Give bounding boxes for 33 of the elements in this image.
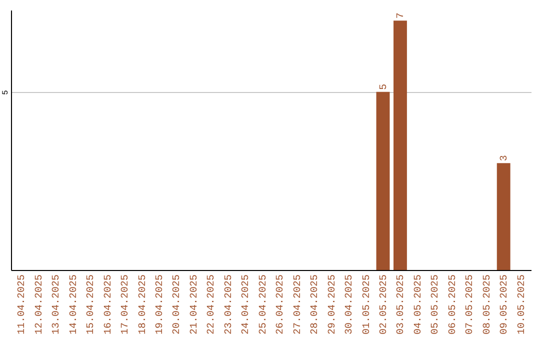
x-tick-label: 18.04.2025 (138, 274, 149, 335)
x-tick-label: 09.05.2025 (500, 274, 511, 335)
x-tick-label: 03.05.2025 (396, 274, 408, 335)
x-tick-label: 28.04.2025 (310, 274, 322, 335)
x-tick-label: 16.04.2025 (103, 274, 114, 335)
x-tick-label: 23.04.2025 (224, 274, 235, 335)
x-tick-label: 26.04.2025 (276, 274, 287, 335)
x-tick-label: 22.04.2025 (206, 274, 218, 335)
x-tick-label: 10.05.2025 (516, 274, 528, 335)
x-tick-label: 25.04.2025 (258, 274, 270, 335)
x-tick-label: 19.04.2025 (155, 274, 166, 335)
x-tick-label: 17.04.2025 (120, 274, 132, 335)
x-tick-label: 11.04.2025 (17, 274, 28, 335)
x-tick-label: 12.04.2025 (34, 274, 46, 335)
x-tick-label: 27.04.2025 (292, 274, 304, 335)
x-tick-label: 14.04.2025 (68, 274, 80, 335)
data-label: 3 (500, 155, 511, 162)
data-label: 7 (396, 12, 408, 19)
x-tick-label: 01.05.2025 (362, 274, 373, 335)
x-tick-label: 13.04.2025 (52, 274, 63, 335)
x-tick-label: 07.05.2025 (465, 274, 476, 335)
x-tick-label: 24.04.2025 (241, 274, 252, 335)
x-tick-label: 15.04.2025 (86, 274, 98, 335)
x-tick-label: 20.04.2025 (172, 274, 184, 335)
data-label: 5 (378, 84, 390, 90)
x-tick-label: 30.04.2025 (344, 274, 356, 335)
x-tick-label: 21.04.2025 (189, 274, 200, 335)
x-tick-label: 05.05.2025 (430, 274, 442, 335)
x-tick-label: 06.05.2025 (448, 274, 459, 335)
x-tick-label: 08.05.2025 (482, 274, 494, 335)
x-tick-label: 04.05.2025 (413, 274, 424, 335)
x-tick-label: 02.05.2025 (378, 274, 390, 335)
x-tick-label: 29.04.2025 (327, 274, 338, 335)
